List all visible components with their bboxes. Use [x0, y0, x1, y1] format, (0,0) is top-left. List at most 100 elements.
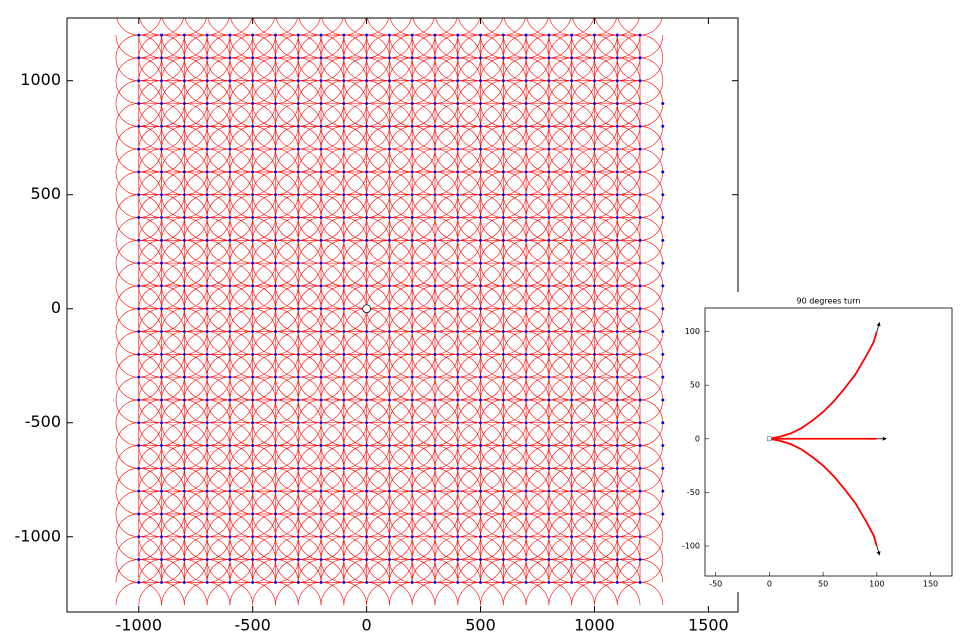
lattice-point [592, 56, 596, 60]
lattice-point [137, 79, 141, 83]
turn-arcs [411, 559, 459, 606]
turn-arcs [184, 468, 231, 514]
lattice-point [182, 558, 186, 562]
lattice-point [547, 261, 551, 265]
turn-arcs [525, 354, 572, 400]
lattice-point [273, 558, 277, 562]
turn-arcs [297, 285, 345, 332]
turn-arcs [389, 35, 436, 81]
lattice-point [273, 489, 277, 493]
turn-arcs [389, 491, 436, 537]
lattice-point [638, 558, 642, 562]
turn-arcs [389, 194, 436, 241]
lattice-point [365, 193, 369, 197]
lattice-point [387, 489, 391, 493]
lattice-point [296, 193, 300, 197]
lattice-point [524, 147, 528, 151]
turn-arcs [366, 422, 413, 469]
lattice-point [433, 512, 437, 516]
turn-arcs [343, 126, 390, 172]
turn-arcs [366, 491, 413, 537]
lattice-point [387, 421, 391, 425]
turn-arcs [184, 285, 231, 332]
lattice-point [273, 238, 277, 242]
lattice-point [387, 466, 391, 470]
turn-arcs [229, 285, 276, 332]
lattice-point [433, 79, 437, 83]
lattice-point [205, 535, 209, 539]
lattice-point [524, 352, 528, 356]
turn-arcs [115, 217, 162, 264]
lattice-point [228, 124, 232, 128]
lattice-point [182, 170, 186, 174]
turn-arcs [297, 422, 345, 469]
turn-arcs [480, 149, 527, 195]
turn-arcs [252, 194, 299, 241]
turn-arcs [616, 57, 664, 104]
lattice-point [501, 512, 505, 516]
turn-arcs [343, 171, 390, 218]
turn-arcs [184, 399, 231, 446]
turn-arcs [616, 468, 664, 514]
turn-arcs [525, 513, 572, 560]
lattice-point [273, 79, 277, 83]
x-tick-label: -50 [709, 580, 722, 589]
lattice-point [638, 102, 642, 106]
turn-arcs [184, 126, 231, 172]
lattice-point [319, 261, 323, 265]
turn-arcs [389, 103, 436, 150]
turn-arcs [616, 126, 664, 172]
lattice-point [137, 375, 141, 379]
turn-arcs [297, 35, 345, 81]
lattice-point [296, 466, 300, 470]
lattice-point [137, 193, 141, 197]
turn-arcs [297, 263, 345, 309]
lattice-point [570, 56, 574, 60]
turn-arcs [343, 57, 390, 104]
lattice-point [365, 33, 369, 37]
turn-arcs [571, 103, 618, 150]
lattice-point [319, 307, 323, 311]
turn-arcs [343, 491, 390, 537]
lattice-point [296, 102, 300, 106]
lattice-point [615, 170, 619, 174]
lattice-point [319, 170, 323, 174]
lattice-point [137, 56, 141, 60]
turn-arcs [320, 217, 367, 264]
turn-arcs [457, 171, 504, 218]
turn-arcs [115, 18, 162, 58]
turn-arcs [480, 331, 527, 378]
turn-path [769, 437, 878, 547]
turn-arcs [252, 513, 299, 560]
lattice-point [205, 33, 209, 37]
lattice-point [319, 79, 323, 83]
lattice-point [182, 489, 186, 493]
turn-arcs [297, 217, 345, 264]
turn-arcs [115, 422, 162, 469]
turn-arcs [229, 149, 276, 195]
lattice-point [479, 535, 483, 539]
turn-arcs [184, 240, 231, 286]
lattice-point [251, 398, 255, 402]
lattice-point [638, 489, 642, 493]
lattice-point [137, 512, 141, 516]
turn-arcs [115, 194, 162, 241]
lattice-point [205, 170, 209, 174]
turn-arcs [320, 240, 367, 286]
lattice-point [456, 466, 460, 470]
turn-arcs [206, 171, 253, 218]
turn-arcs [434, 149, 481, 195]
turn-arcs [229, 35, 276, 81]
turn-arcs [503, 422, 550, 469]
lattice-point [387, 56, 391, 60]
turn-arcs [252, 57, 299, 104]
lattice-point [160, 307, 164, 311]
lattice-point [160, 102, 164, 106]
turn-arcs [571, 422, 618, 469]
lattice-point [592, 398, 596, 402]
turn-arcs [115, 57, 162, 104]
turn-arcs [138, 35, 185, 81]
turn-arcs [275, 263, 322, 309]
turn-arcs [161, 491, 208, 537]
turn-arcs [275, 103, 322, 150]
